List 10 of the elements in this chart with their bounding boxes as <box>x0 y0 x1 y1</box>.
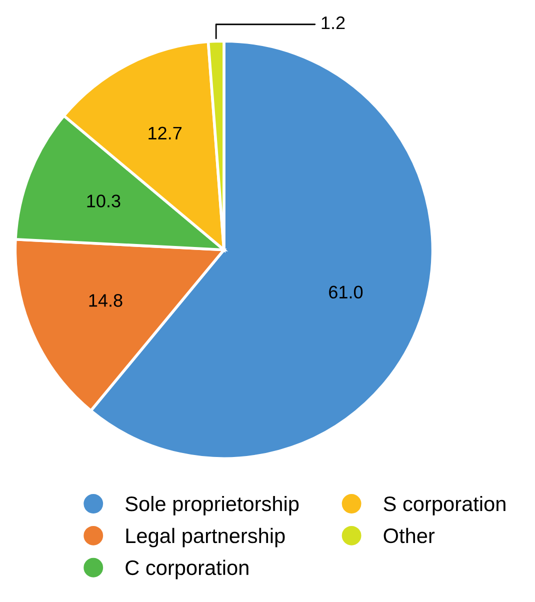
legend-label: S corporation <box>384 496 506 516</box>
data-label: 14.8 <box>89 294 122 307</box>
legend-label: Other <box>384 528 435 544</box>
legend-label: Legal partnership <box>126 528 285 548</box>
data-label: 12.7 <box>148 126 182 140</box>
data-label: 1.2 <box>322 16 345 30</box>
legend-label: C corporation <box>126 560 248 580</box>
data-label: 10.3 <box>87 194 120 208</box>
data-label: 61.0 <box>329 286 363 299</box>
legend-label: Sole proprietorship <box>126 496 299 516</box>
